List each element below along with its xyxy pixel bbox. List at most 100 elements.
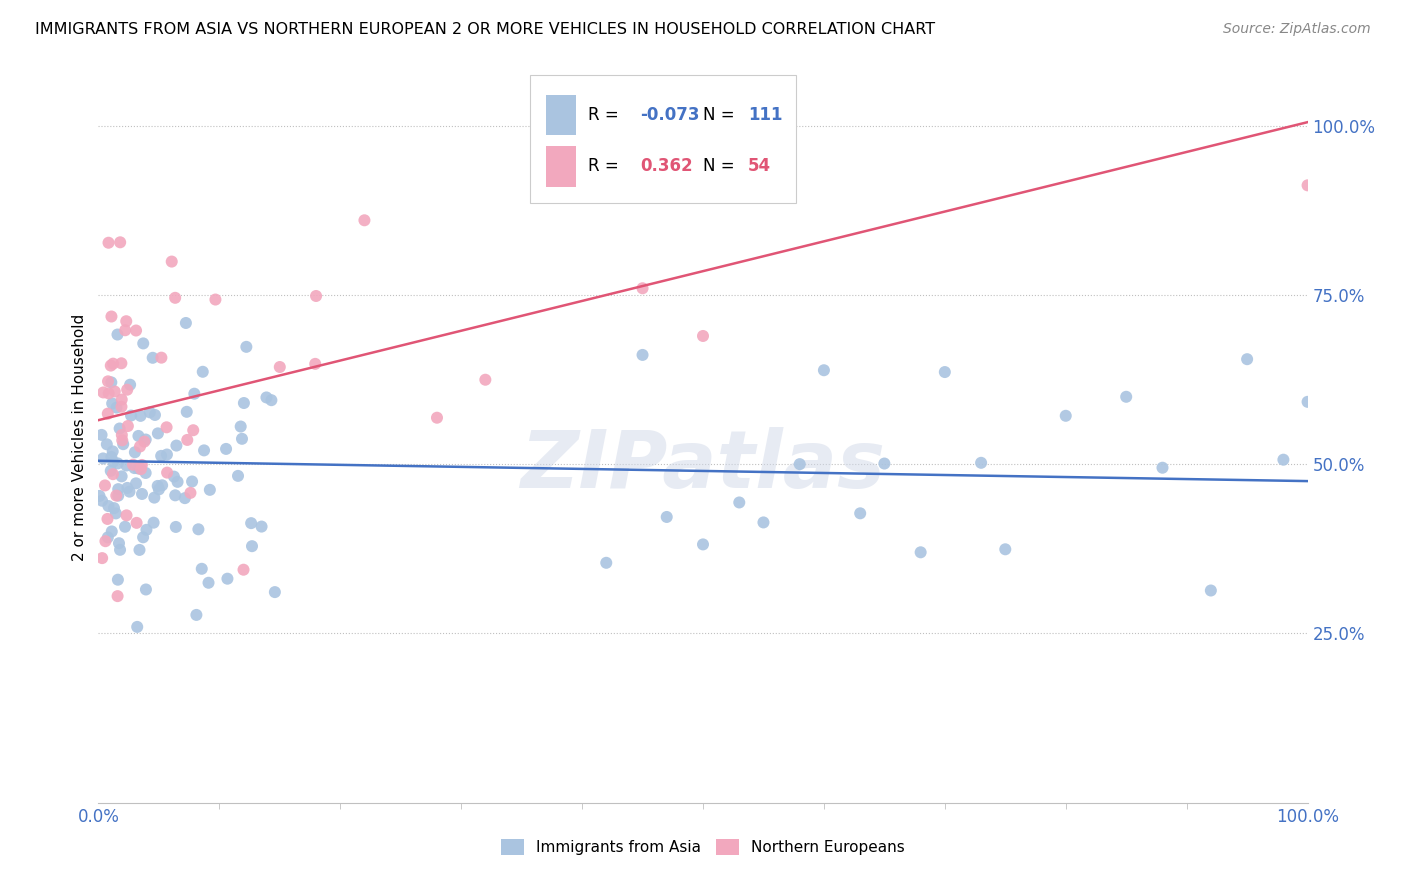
Point: [105, 489, 128, 503]
Point: [104, 384, 127, 399]
Point: [186, 607, 208, 622]
Point: [129, 462, 152, 476]
Point: [118, 484, 141, 499]
Point: [873, 457, 896, 471]
Point: [150, 478, 173, 492]
Point: [96, 437, 118, 451]
Point: [165, 520, 187, 534]
Text: -0.073: -0.073: [640, 106, 700, 124]
Point: [198, 483, 221, 497]
Point: [970, 456, 993, 470]
Point: [193, 443, 215, 458]
Point: [146, 426, 169, 441]
Point: [789, 457, 811, 471]
Point: [934, 365, 956, 379]
Point: [115, 508, 138, 523]
Point: [124, 461, 146, 475]
Point: [107, 589, 129, 603]
Text: N =: N =: [703, 158, 740, 176]
Point: [115, 458, 138, 473]
Point: [111, 392, 134, 407]
Point: [107, 482, 129, 496]
Point: [90, 428, 112, 442]
Point: [1272, 452, 1295, 467]
Point: [160, 254, 183, 268]
Point: [250, 519, 273, 533]
Point: [111, 434, 134, 448]
Point: [100, 464, 122, 478]
Point: [127, 620, 149, 634]
Point: [107, 489, 129, 503]
Point: [655, 510, 678, 524]
Legend: Immigrants from Asia, Northern Europeans: Immigrants from Asia, Northern Europeans: [495, 833, 911, 861]
Point: [122, 458, 145, 472]
Point: [135, 582, 157, 597]
Point: [97, 407, 120, 421]
Point: [135, 433, 157, 447]
Point: [111, 428, 134, 442]
Point: [115, 314, 138, 328]
Point: [114, 520, 136, 534]
Point: [104, 507, 127, 521]
Point: [101, 357, 124, 371]
Point: [179, 486, 201, 500]
Point: [124, 445, 146, 459]
Point: [173, 491, 195, 505]
Point: [146, 479, 169, 493]
Point: [134, 434, 156, 449]
Point: [100, 450, 122, 464]
Text: R =: R =: [588, 158, 624, 176]
Point: [994, 542, 1017, 557]
Point: [150, 351, 173, 365]
Point: [108, 542, 131, 557]
Point: [426, 410, 449, 425]
Point: [120, 409, 142, 423]
Point: [131, 458, 153, 472]
Point: [89, 489, 111, 503]
Text: IMMIGRANTS FROM ASIA VS NORTHERN EUROPEAN 2 OR MORE VEHICLES IN HOUSEHOLD CORREL: IMMIGRANTS FROM ASIA VS NORTHERN EUROPEA…: [35, 22, 935, 37]
Point: [132, 530, 155, 544]
Point: [108, 421, 131, 435]
Point: [110, 400, 132, 414]
Point: [128, 461, 150, 475]
Point: [631, 348, 654, 362]
Point: [143, 408, 166, 422]
Point: [120, 377, 142, 392]
Point: [595, 556, 617, 570]
Point: [135, 466, 157, 480]
Point: [229, 419, 252, 434]
Point: [117, 419, 139, 434]
Text: Source: ZipAtlas.com: Source: ZipAtlas.com: [1223, 22, 1371, 37]
Point: [97, 375, 120, 389]
Text: 0.362: 0.362: [640, 158, 693, 176]
Point: [547, 141, 569, 155]
Point: [101, 467, 124, 482]
FancyBboxPatch shape: [530, 75, 796, 203]
Point: [910, 545, 932, 559]
Point: [132, 336, 155, 351]
Point: [107, 327, 129, 342]
Point: [165, 488, 187, 502]
Point: [353, 213, 375, 227]
Point: [100, 359, 122, 373]
Point: [1115, 390, 1137, 404]
Point: [181, 423, 204, 437]
Point: [181, 475, 204, 489]
Point: [231, 432, 253, 446]
Point: [692, 329, 714, 343]
Bar: [546, 146, 576, 186]
Point: [191, 365, 214, 379]
Point: [97, 235, 120, 250]
Point: [150, 449, 173, 463]
Point: [263, 585, 285, 599]
Point: [215, 442, 238, 456]
Point: [813, 363, 835, 377]
Point: [232, 563, 254, 577]
Text: R =: R =: [588, 106, 624, 124]
Point: [111, 469, 134, 483]
Point: [1236, 352, 1258, 367]
Point: [143, 491, 166, 505]
Point: [139, 405, 162, 419]
Point: [166, 475, 188, 489]
Point: [103, 501, 125, 516]
